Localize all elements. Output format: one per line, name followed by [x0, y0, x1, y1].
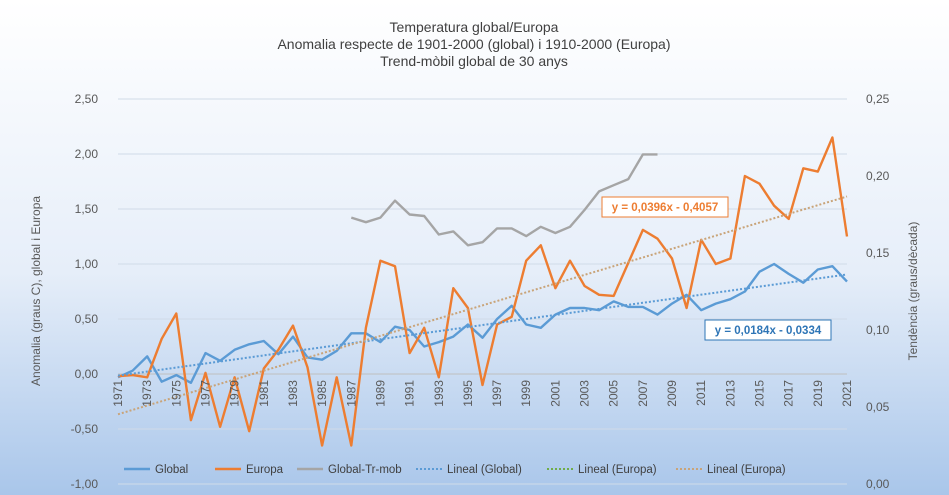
title-line-3: Trend-mòbil global de 30 anys [380, 53, 568, 69]
x-tick-label: 1995 [461, 380, 475, 407]
y2-tick-label: 0,05 [866, 400, 890, 414]
x-tick-label: 2007 [636, 380, 650, 407]
x-tick-label: 2001 [548, 380, 562, 407]
title-line-1: Temperatura global/Europa [390, 19, 559, 35]
x-tick-label: 1971 [111, 380, 125, 407]
y-tick-label: 0,50 [75, 312, 99, 326]
x-tick-label: 2011 [694, 380, 708, 406]
x-tick-label: 1973 [140, 380, 154, 407]
x-tick-label: 2015 [753, 380, 767, 407]
x-tick-label: 1993 [432, 380, 446, 407]
equation-box [601, 196, 729, 218]
y-tick-label: 2,00 [75, 147, 99, 161]
x-tick-label: 1981 [257, 380, 271, 407]
y2-tick-label: 0,25 [866, 92, 890, 106]
legend-label: Global [155, 464, 188, 476]
x-tick-label: 2017 [782, 380, 796, 407]
equation-label: y = 0,0184x - 0,0334 [715, 325, 822, 337]
x-axis: 1971 1973 1975 1977 1979 1981 1983 1985 1987 1989… [111, 380, 854, 407]
title-line-2: Anomalia respecte de 1901-2000 (global) … [277, 36, 670, 52]
x-tick-label: 2013 [723, 380, 737, 407]
x-tick-label: 2019 [811, 380, 825, 407]
y2-tick-label: 0,20 [866, 169, 890, 183]
x-tick-label: 1987 [344, 380, 358, 407]
y-tick-label: -0,50 [71, 422, 99, 436]
legend-label: Lineal (Global) [447, 464, 522, 476]
y2-tick-label: 0,15 [866, 246, 890, 260]
x-tick-label: 1975 [169, 380, 183, 407]
y-tick-label: 1,00 [75, 257, 99, 271]
grid [118, 98, 847, 485]
x-tick-label: 1991 [403, 380, 417, 407]
y-tick-label: -1,00 [71, 477, 99, 491]
series-line-europa [117, 136, 849, 447]
x-tick-label: 1985 [315, 380, 329, 407]
trendline-3 [117, 273, 848, 377]
series [117, 136, 849, 447]
x-tick-label: 2005 [607, 380, 621, 407]
y2-tick-label: 0,00 [866, 477, 890, 491]
y-axis-right: 0,00 0,05 0,10 0,15 0,20 0,25 [866, 92, 890, 491]
trendline-5 [117, 195, 848, 416]
x-tick-label: 1977 [198, 380, 212, 407]
y2-axis-title: Tendència (graus/dècada) [906, 222, 920, 361]
x-tick-label: 1997 [490, 380, 504, 407]
x-tick-label: 2009 [665, 380, 679, 407]
legend: Global Europa Global-Tr-mob Lineal (Global)… [124, 464, 786, 476]
x-tick-label: 1979 [228, 380, 242, 407]
y-axis-title: Anomalia (graus C), global i Europa [29, 196, 43, 386]
series-line-global [117, 262, 848, 384]
legend-label: Global-Tr-mob [328, 464, 402, 476]
x-tick-label: 2021 [840, 380, 854, 407]
equation-label: y = 0,0396x - 0,4057 [612, 202, 718, 214]
y2-tick-label: 0,10 [866, 323, 890, 337]
y-axis-left: -1,00 -0,50 0,00 0,50 1,00 1,50 2,00 2,50 [71, 92, 99, 491]
legend-label: Lineal (Europa) [578, 464, 657, 476]
legend-label: Lineal (Europa) [707, 464, 786, 476]
x-tick-label: 1983 [286, 380, 300, 407]
x-tick-label: 1999 [519, 380, 533, 407]
legend-label: Europa [246, 464, 284, 476]
equation-box [704, 319, 832, 341]
x-tick-label: 2003 [578, 380, 592, 407]
y-tick-label: 0,00 [75, 367, 99, 381]
y-tick-label: 1,50 [75, 202, 99, 216]
y-tick-label: 2,50 [75, 92, 99, 106]
series-line-global-tr-mob [350, 153, 658, 247]
x-tick-label: 1989 [373, 380, 387, 407]
trendline-equations: y = 0,0396x - 0,4057 y = 0,0184x - 0,0334 [601, 196, 832, 341]
